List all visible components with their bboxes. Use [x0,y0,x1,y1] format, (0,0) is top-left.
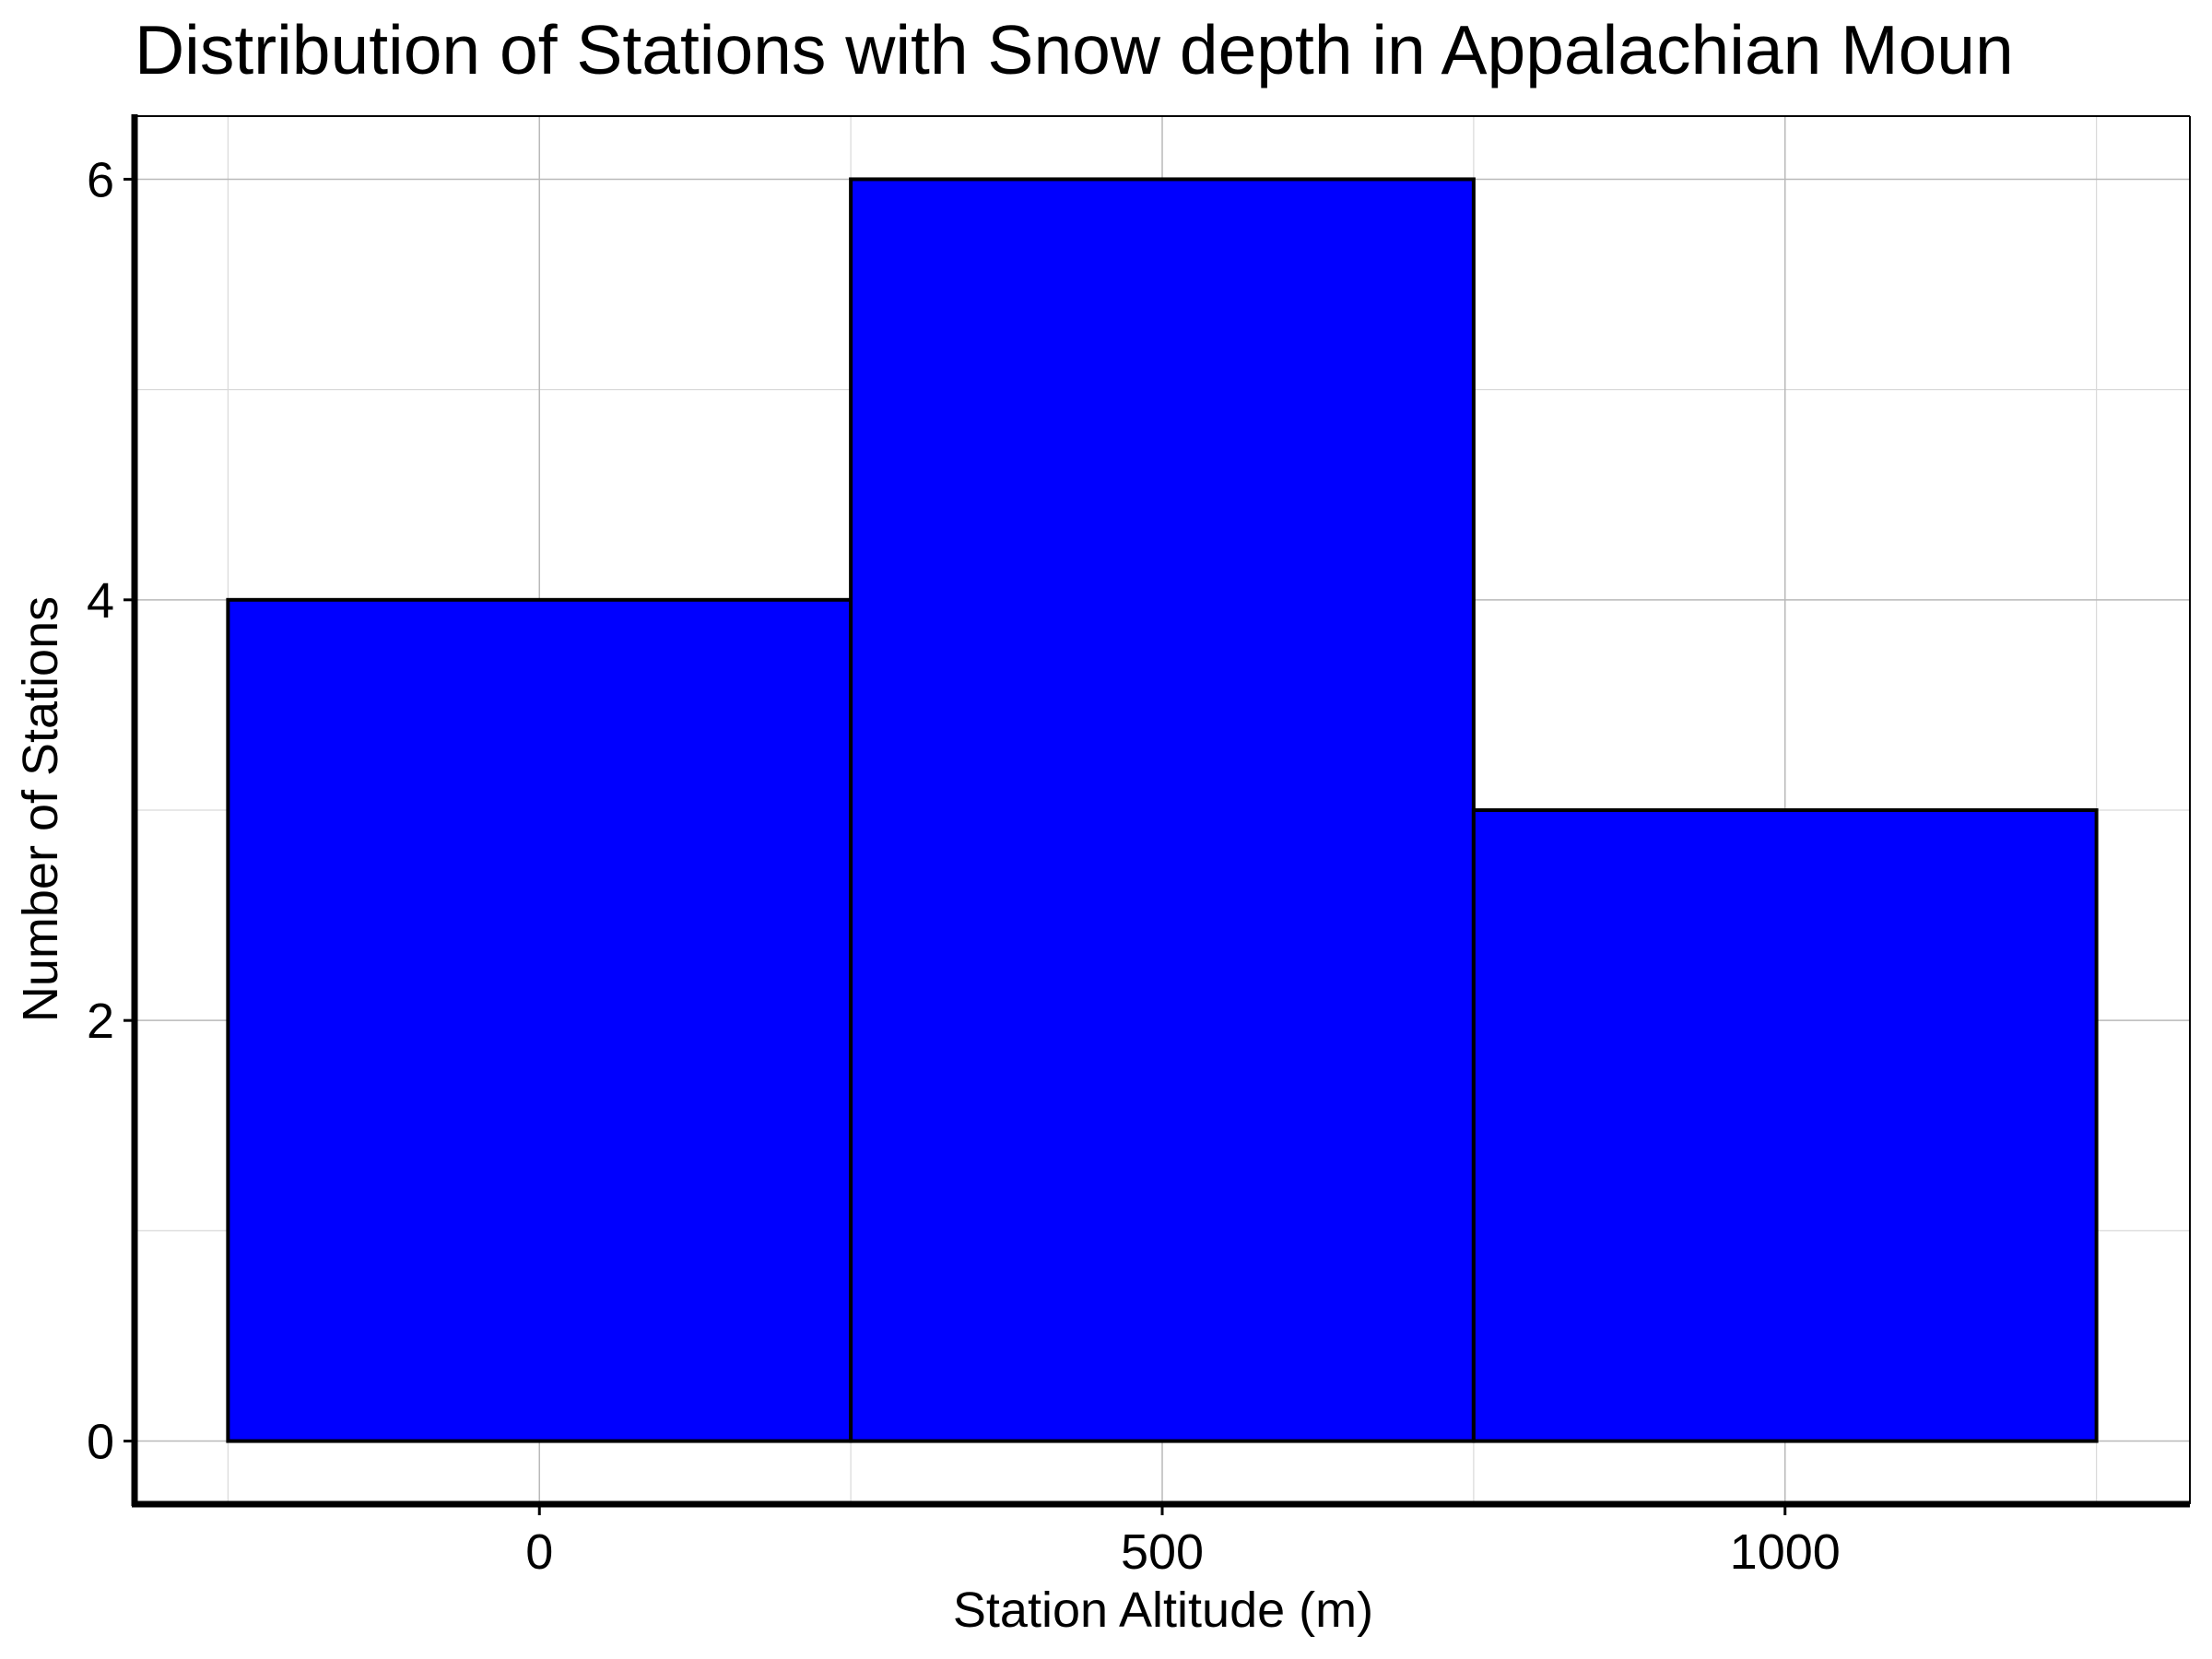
axes-layer [124,114,2191,1515]
bars-layer [226,177,2099,1443]
x-axis-label: Station Altitude (m) [953,1583,1373,1638]
chart-title: Distribution of Stations with Snow depth… [135,11,2014,88]
histogram-bar-2 [849,177,1476,1443]
tick-labels-layer: 0 2 4 6 0 500 1000 [87,152,1841,1580]
y-tick-label: 0 [87,1415,114,1470]
x-tick-label: 1000 [1730,1524,1841,1580]
y-axis-label: Number of Stations [13,596,68,1022]
x-tick-label: 500 [1121,1524,1204,1580]
y-tick-label: 6 [87,152,114,207]
x-tick-label: 0 [525,1524,553,1580]
histogram-bar-1 [226,597,853,1443]
y-tick-label: 2 [87,994,114,1049]
histogram-bar-3 [1471,808,2099,1443]
y-tick-label: 4 [87,573,114,629]
